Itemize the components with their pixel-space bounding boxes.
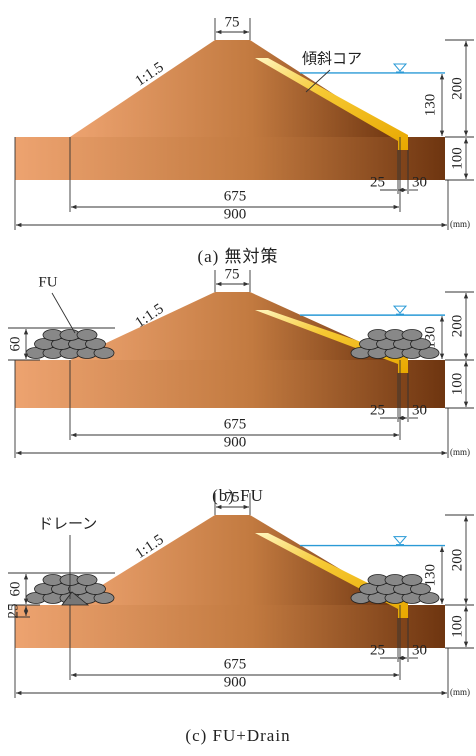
fu-label: FU — [38, 274, 57, 290]
crest-dim: 75 — [225, 14, 240, 30]
core-dim: 25 — [370, 642, 385, 658]
rock — [402, 330, 422, 341]
embankment — [70, 292, 400, 360]
total-dim: 900 — [224, 206, 247, 222]
embankment — [70, 515, 400, 605]
rock — [77, 575, 97, 586]
foundation-dim: 100 — [449, 615, 465, 638]
foundation — [15, 360, 445, 408]
total-dim: 900 — [224, 434, 247, 450]
total-dim: 900 — [224, 674, 247, 690]
dimension-line — [52, 293, 75, 333]
toe-dim: 30 — [412, 642, 427, 658]
height-dim: 200 — [449, 315, 465, 338]
core-dim: 25 — [370, 402, 385, 418]
figure: 1:1.575200130100675900(mm)2530(a) 無対策傾斜コ… — [0, 0, 476, 751]
height-dim: 200 — [449, 549, 465, 572]
base-dim: 675 — [224, 656, 247, 672]
crest-dim: 75 — [225, 266, 240, 282]
rock — [77, 330, 97, 341]
water-dim: 130 — [422, 94, 438, 117]
water-symbol — [394, 64, 406, 71]
core-label: 傾斜コア — [302, 50, 362, 67]
fu-dim: 60 — [7, 337, 23, 352]
unit-label: (mm) — [450, 219, 470, 229]
base-dim: 675 — [224, 416, 247, 432]
rock — [402, 575, 422, 586]
height-dim: 200 — [449, 77, 465, 100]
caption: (a) 無対策 — [197, 247, 278, 266]
base-dim: 675 — [224, 188, 247, 204]
foundation-dim: 100 — [449, 373, 465, 396]
water-symbol — [394, 537, 406, 544]
core-dim: 25 — [370, 174, 385, 190]
foundation-dim: 100 — [449, 147, 465, 170]
unit-label: (mm) — [450, 447, 470, 457]
water-symbol — [394, 306, 406, 313]
fu-dim: 60 — [7, 582, 23, 597]
water-dim: 130 — [422, 564, 438, 587]
caption: (c) FU+Drain — [185, 726, 290, 745]
drain-label: ドレーン — [38, 516, 97, 532]
drain-dim: 25 — [5, 604, 21, 619]
toe-dim: 30 — [412, 174, 427, 190]
unit-label: (mm) — [450, 687, 470, 697]
toe-dim: 30 — [412, 402, 427, 418]
crest-dim: 75 — [225, 489, 240, 505]
